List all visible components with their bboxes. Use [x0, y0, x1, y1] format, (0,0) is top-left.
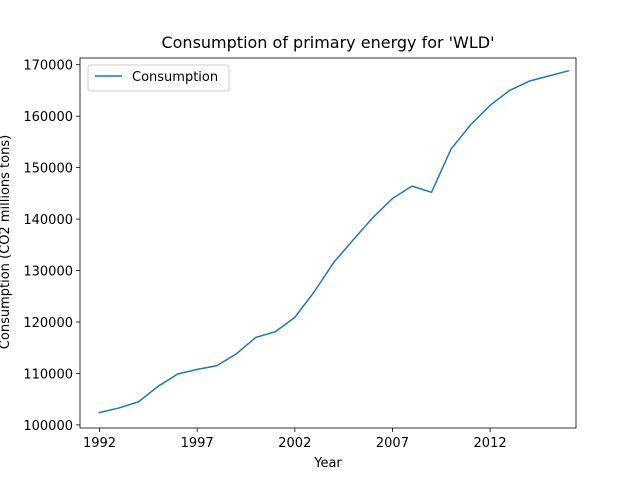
legend: Consumption — [87, 64, 230, 92]
legend-box — [87, 64, 230, 92]
y-tick-label: 100000 — [23, 419, 73, 434]
x-tick-label: 2007 — [376, 436, 409, 451]
y-tick-label: 160000 — [23, 110, 73, 125]
x-tick-label: 2012 — [474, 436, 507, 451]
x-tick-label: 2002 — [278, 436, 311, 451]
y-tick-label: 130000 — [23, 265, 73, 280]
x-axis-label: Year — [313, 456, 342, 471]
series-line-0 — [98, 69, 570, 414]
y-tick-label: 120000 — [23, 316, 73, 331]
legend-label-0: Consumption — [132, 70, 218, 85]
y-tick-label: 170000 — [23, 59, 73, 74]
chart-title: Consumption of primary energy for 'WLD' — [161, 33, 494, 52]
x-tick-label: 1997 — [181, 436, 214, 451]
y-tick-label: 110000 — [23, 367, 73, 382]
y-axis-label: Consumption (CO2 millions tons) — [0, 135, 13, 349]
plot-area: 1992 1997 2002 2007 2012 100000 110000 120000 13… — [23, 57, 577, 451]
axes-frame — [79, 57, 577, 429]
y-tick-label: 150000 — [23, 162, 73, 177]
y-tick-label: 140000 — [23, 213, 73, 228]
x-tick-label: 1992 — [83, 436, 116, 451]
